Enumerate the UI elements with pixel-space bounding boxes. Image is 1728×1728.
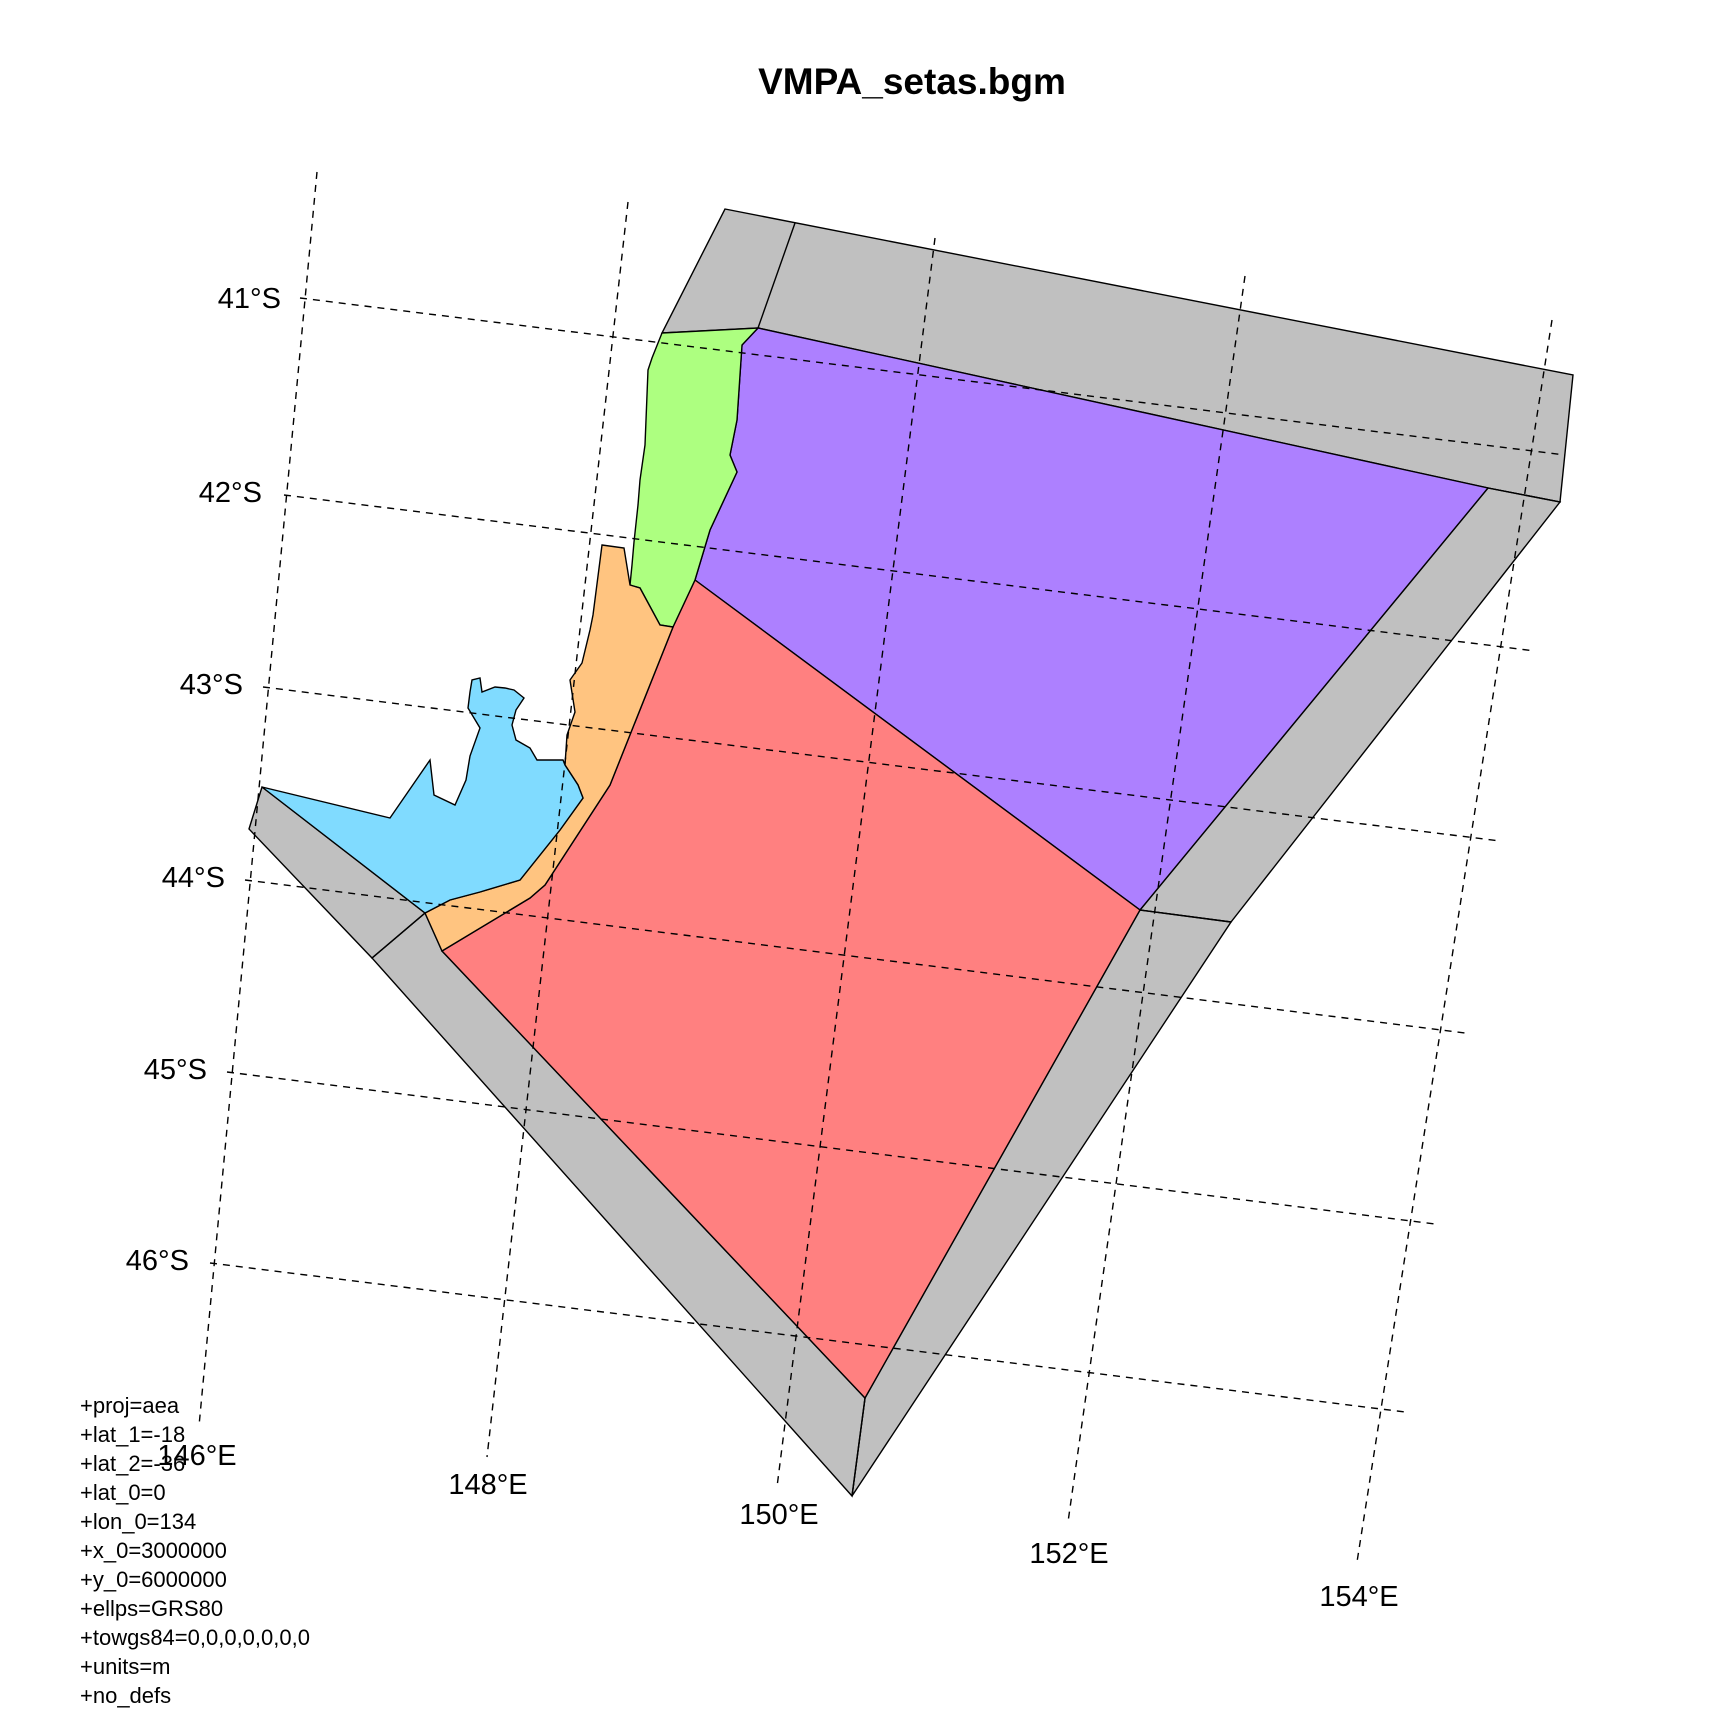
lat-label-45: 45°S <box>144 1054 207 1086</box>
longitude-graticule <box>198 171 1553 1563</box>
projection-line: +lon_0=134 <box>80 1509 196 1534</box>
divider-northeast <box>1487 487 1561 503</box>
projection-line: +ellps=GRS80 <box>80 1596 223 1621</box>
projection-info: +proj=aea +lat_1=-18 +lat_2=-36 +lat_0=0… <box>80 1393 310 1708</box>
divider-south <box>851 1397 866 1497</box>
longitude-labels: 146°E 148°E 150°E 152°E 154°E <box>157 1440 1398 1613</box>
projection-line: +lat_2=-36 <box>80 1451 185 1476</box>
projection-line: +towgs84=0,0,0,0,0,0,0 <box>80 1625 310 1650</box>
projection-line: +lat_1=-18 <box>80 1422 185 1447</box>
lon-line-150 <box>776 237 936 1488</box>
projection-line: +proj=aea <box>80 1393 180 1418</box>
box-blue <box>261 677 584 914</box>
lon-label-154: 154°E <box>1319 1581 1398 1613</box>
lat-label-41: 41°S <box>218 283 281 315</box>
model-boxes <box>261 327 1490 1400</box>
lat-label-43: 43°S <box>180 669 243 701</box>
projection-line: +units=m <box>80 1654 171 1679</box>
lat-label-44: 44°S <box>162 862 225 894</box>
lat-line-46 <box>209 1262 1406 1413</box>
lat-line-45 <box>226 1071 1436 1225</box>
lon-line-148 <box>486 201 629 1458</box>
lat-line-42 <box>283 494 1536 652</box>
boundary-boxes <box>248 208 1574 1498</box>
lat-line-41 <box>299 297 1566 456</box>
map-title: VMPA_setas.bgm <box>758 61 1066 102</box>
lon-label-146: 146°E <box>157 1440 236 1472</box>
latitude-graticule <box>209 297 1566 1413</box>
lon-label-150: 150°E <box>739 1499 818 1531</box>
projection-line: +lat_0=0 <box>80 1480 166 1505</box>
lon-line-152 <box>1067 275 1246 1523</box>
projection-line: +no_defs <box>80 1683 171 1708</box>
lon-label-148: 148°E <box>448 1469 527 1501</box>
boundary-dividers <box>371 222 1561 1497</box>
lat-line-44 <box>244 879 1466 1034</box>
projection-line: +y_0=6000000 <box>80 1567 227 1592</box>
lon-label-152: 152°E <box>1029 1538 1108 1570</box>
projection-line: +x_0=3000000 <box>80 1538 227 1563</box>
divider-north <box>757 222 796 329</box>
lon-line-154 <box>1356 319 1553 1563</box>
divider-southwest <box>371 912 426 959</box>
lat-label-42: 42°S <box>199 477 262 509</box>
latitude-labels: 41°S 42°S 43°S 44°S 45°S 46°S <box>126 283 281 1277</box>
lat-label-46: 46°S <box>126 1245 189 1277</box>
lon-line-146 <box>198 171 318 1427</box>
